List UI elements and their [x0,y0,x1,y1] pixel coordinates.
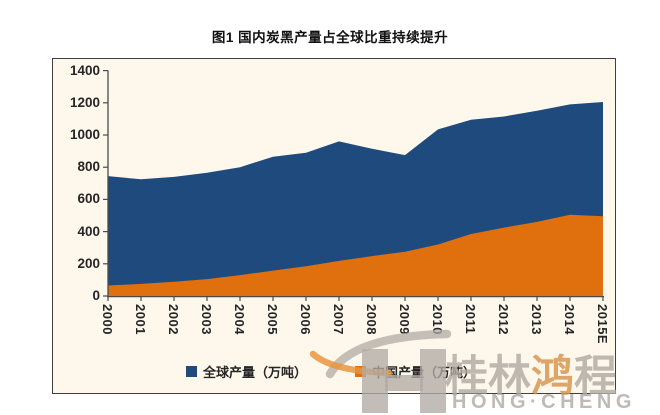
chart-title: 图1 国内炭黑产量占全球比重持续提升 [211,30,449,45]
watermark-cjk-highlight: 鸿 [531,353,574,401]
legend-item-global: 全球产量（万吨） [186,362,307,381]
watermark-cjk-prefix: 桂林 [445,353,531,401]
legend-label-global: 全球产量（万吨） [203,365,308,380]
legend-swatch-china [355,366,366,377]
watermark-text-latin: HONG·CHENG [452,391,636,413]
watermark-text-cjk: 桂林鸿程 [445,342,617,404]
watermark-cjk-suffix: 程 [574,353,617,401]
legend-swatch-global [186,366,197,377]
